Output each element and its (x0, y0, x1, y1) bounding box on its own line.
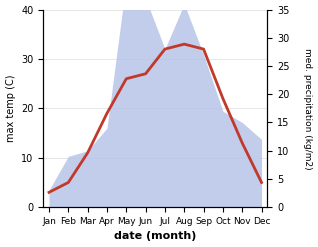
Y-axis label: max temp (C): max temp (C) (5, 75, 16, 142)
X-axis label: date (month): date (month) (114, 231, 197, 242)
Y-axis label: med. precipitation (kg/m2): med. precipitation (kg/m2) (303, 48, 313, 169)
